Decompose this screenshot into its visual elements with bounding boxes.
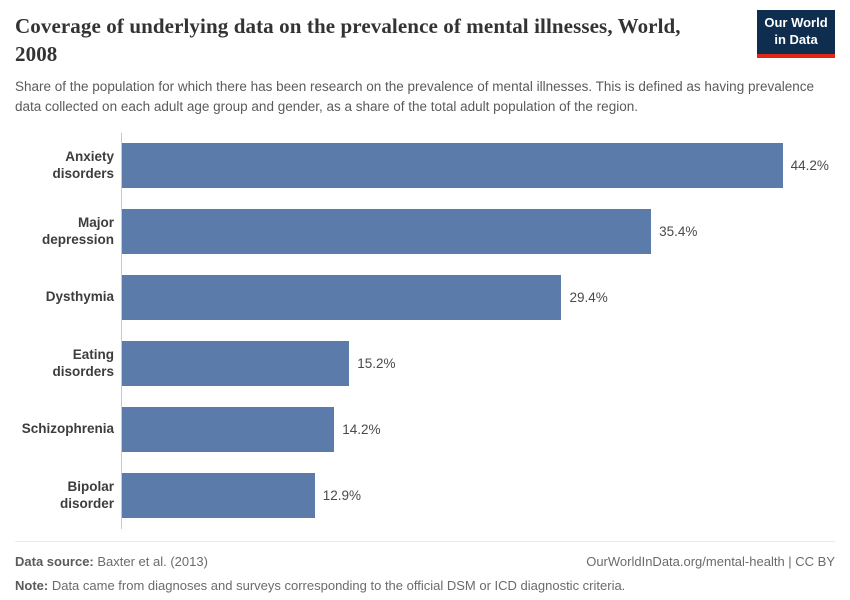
note-value: Data came from diagnoses and surveys cor… — [48, 578, 626, 594]
bar-row: Bipolar disorder 12.9% — [15, 462, 835, 529]
bar-label: Major depression — [41, 215, 114, 247]
page-title: Coverage of underlying data on the preva… — [15, 14, 681, 66]
data-source-value: Baxter et al. (2013) — [93, 553, 208, 569]
bar-chart: Anxiety disorders 44.2% Major depression 35… — [15, 132, 835, 529]
chart-subtitle: Share of the population for which there … — [15, 79, 814, 114]
bar-plot-area: 12.9% — [121, 462, 835, 529]
bar-row: Anxiety disorders 44.2% — [15, 132, 835, 199]
bar-row: Eating disorders 15.2% — [15, 330, 835, 397]
bar-plot-area: 44.2% — [121, 132, 835, 199]
bar-value: 35.4% — [659, 224, 698, 240]
data-source: Data source: Baxter et al. (2013) — [15, 553, 208, 571]
bar-label: Eating disorders — [52, 347, 114, 379]
bar-plot-area: 35.4% — [121, 198, 835, 265]
bar — [122, 209, 652, 255]
bar-value: 14.2% — [342, 422, 381, 438]
bar — [122, 143, 783, 189]
bar-value: 15.2% — [357, 356, 396, 372]
bar-label: Dysthymia — [45, 289, 114, 305]
bar-plot-area: 14.2% — [121, 396, 835, 463]
bar-label: Bipolar disorder — [59, 479, 114, 511]
bar-label: Anxiety disorders — [52, 149, 114, 181]
bar-plot-area: 29.4% — [121, 264, 835, 331]
data-source-label: Data source: — [15, 553, 94, 569]
footer-row: Data source: Baxter et al. (2013) OurWor… — [15, 553, 835, 571]
owid-logo: Our World in Data — [757, 10, 835, 58]
bar — [122, 473, 315, 519]
chart-footer: Data source: Baxter et al. (2013) OurWor… — [15, 540, 835, 595]
owid-logo-line2: in Data — [774, 31, 818, 47]
bar-value: 29.4% — [569, 290, 608, 306]
bar-row: Schizophrenia 14.2% — [15, 396, 835, 463]
bar — [122, 341, 350, 387]
bar-plot-area: 15.2% — [121, 330, 835, 397]
footer-note: Note: Data came from diagnoses and surve… — [15, 577, 835, 595]
bar-value: 44.2% — [790, 158, 829, 174]
bar-value: 12.9% — [322, 488, 362, 504]
bar-row: Dysthymia 29.4% — [15, 264, 835, 331]
bar-label: Schizophrenia — [21, 421, 114, 437]
bar — [122, 407, 335, 453]
chart-header: Coverage of underlying data on the preva… — [0, 0, 850, 117]
owid-logo-line1: Our World — [764, 15, 828, 30]
bar — [122, 275, 562, 321]
note-label: Note: — [15, 578, 49, 594]
bar-row: Major depression 35.4% — [15, 198, 835, 265]
owid-url-link[interactable]: OurWorldInData.org/mental-health | CC BY — [586, 553, 835, 569]
